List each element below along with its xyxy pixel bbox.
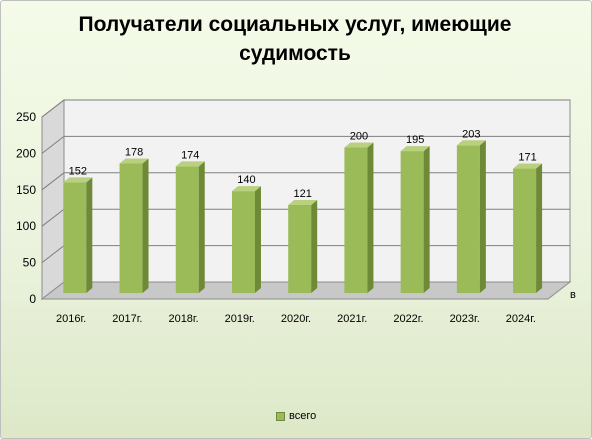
- data-label: 174: [181, 149, 199, 161]
- bar-front: [288, 204, 312, 294]
- bar: [344, 142, 374, 294]
- bar: [119, 158, 149, 294]
- bar-side: [479, 140, 486, 294]
- bar-top: [400, 146, 430, 152]
- bar-front: [231, 191, 255, 294]
- bar-top: [119, 158, 149, 164]
- x-tick-label: 2024г.: [506, 313, 536, 325]
- bar-top: [288, 199, 318, 205]
- bar-side: [367, 142, 374, 294]
- bar-front: [63, 182, 87, 294]
- bar-top: [63, 177, 93, 183]
- x-tick-label: 2019г.: [225, 313, 255, 325]
- x-tick-label: 2018г.: [168, 313, 198, 325]
- data-label: 140: [237, 174, 255, 186]
- y-tick-label: 150: [16, 183, 36, 197]
- bar-top: [456, 140, 486, 146]
- gridline: [41, 135, 570, 154]
- bar-front: [456, 145, 480, 294]
- data-label: 171: [518, 152, 536, 164]
- y-tick-label: 50: [23, 256, 37, 270]
- y-tick-label: 0: [29, 292, 36, 306]
- bar: [288, 199, 318, 294]
- bar: [456, 140, 486, 294]
- x-tick-label: 2023г.: [450, 313, 480, 325]
- y-tick-label: 250: [16, 110, 36, 124]
- bar-top: [513, 163, 543, 169]
- bar: [400, 146, 430, 294]
- chart-title: Получатели социальных услуг, имеющие суд…: [78, 13, 512, 65]
- bar: [513, 163, 543, 294]
- gridline: [41, 99, 570, 118]
- bar: [63, 177, 93, 294]
- x-tick-label: 2022г.: [393, 313, 423, 325]
- bar-side: [86, 177, 93, 294]
- bar-side: [423, 146, 430, 294]
- x-tick-label: 2020г.: [281, 313, 311, 325]
- x-tick-label: 2017г.: [112, 313, 142, 325]
- bar: [231, 186, 261, 294]
- data-label: 178: [125, 146, 143, 158]
- legend: всего: [276, 410, 316, 422]
- bar-top: [344, 142, 374, 148]
- bar-front: [344, 147, 368, 294]
- bar-front: [400, 151, 424, 294]
- bar-top: [231, 186, 261, 192]
- x-tick-label: 2021г.: [337, 313, 367, 325]
- side-wall: [41, 98, 65, 301]
- bar-side: [254, 186, 261, 294]
- legend-label: всего: [289, 410, 317, 422]
- bar: [175, 161, 205, 294]
- data-label: 203: [462, 128, 480, 140]
- bar-side: [311, 199, 318, 294]
- bar-side: [198, 161, 205, 294]
- legend-swatch: [276, 411, 285, 421]
- depth-axis-label: в: [570, 289, 576, 301]
- y-tick-label: 100: [16, 219, 36, 233]
- bar-front: [175, 166, 199, 294]
- bar-front: [119, 163, 143, 294]
- bar-side: [142, 158, 149, 294]
- bar-top: [175, 161, 205, 167]
- bar-front: [513, 168, 537, 294]
- y-tick-label: 200: [16, 146, 36, 160]
- data-label: 195: [406, 134, 424, 146]
- data-label: 200: [350, 130, 368, 142]
- bar-side: [536, 163, 543, 294]
- data-label: 152: [69, 165, 87, 177]
- x-tick-label: 2016г.: [56, 313, 86, 325]
- data-label: 121: [294, 188, 312, 200]
